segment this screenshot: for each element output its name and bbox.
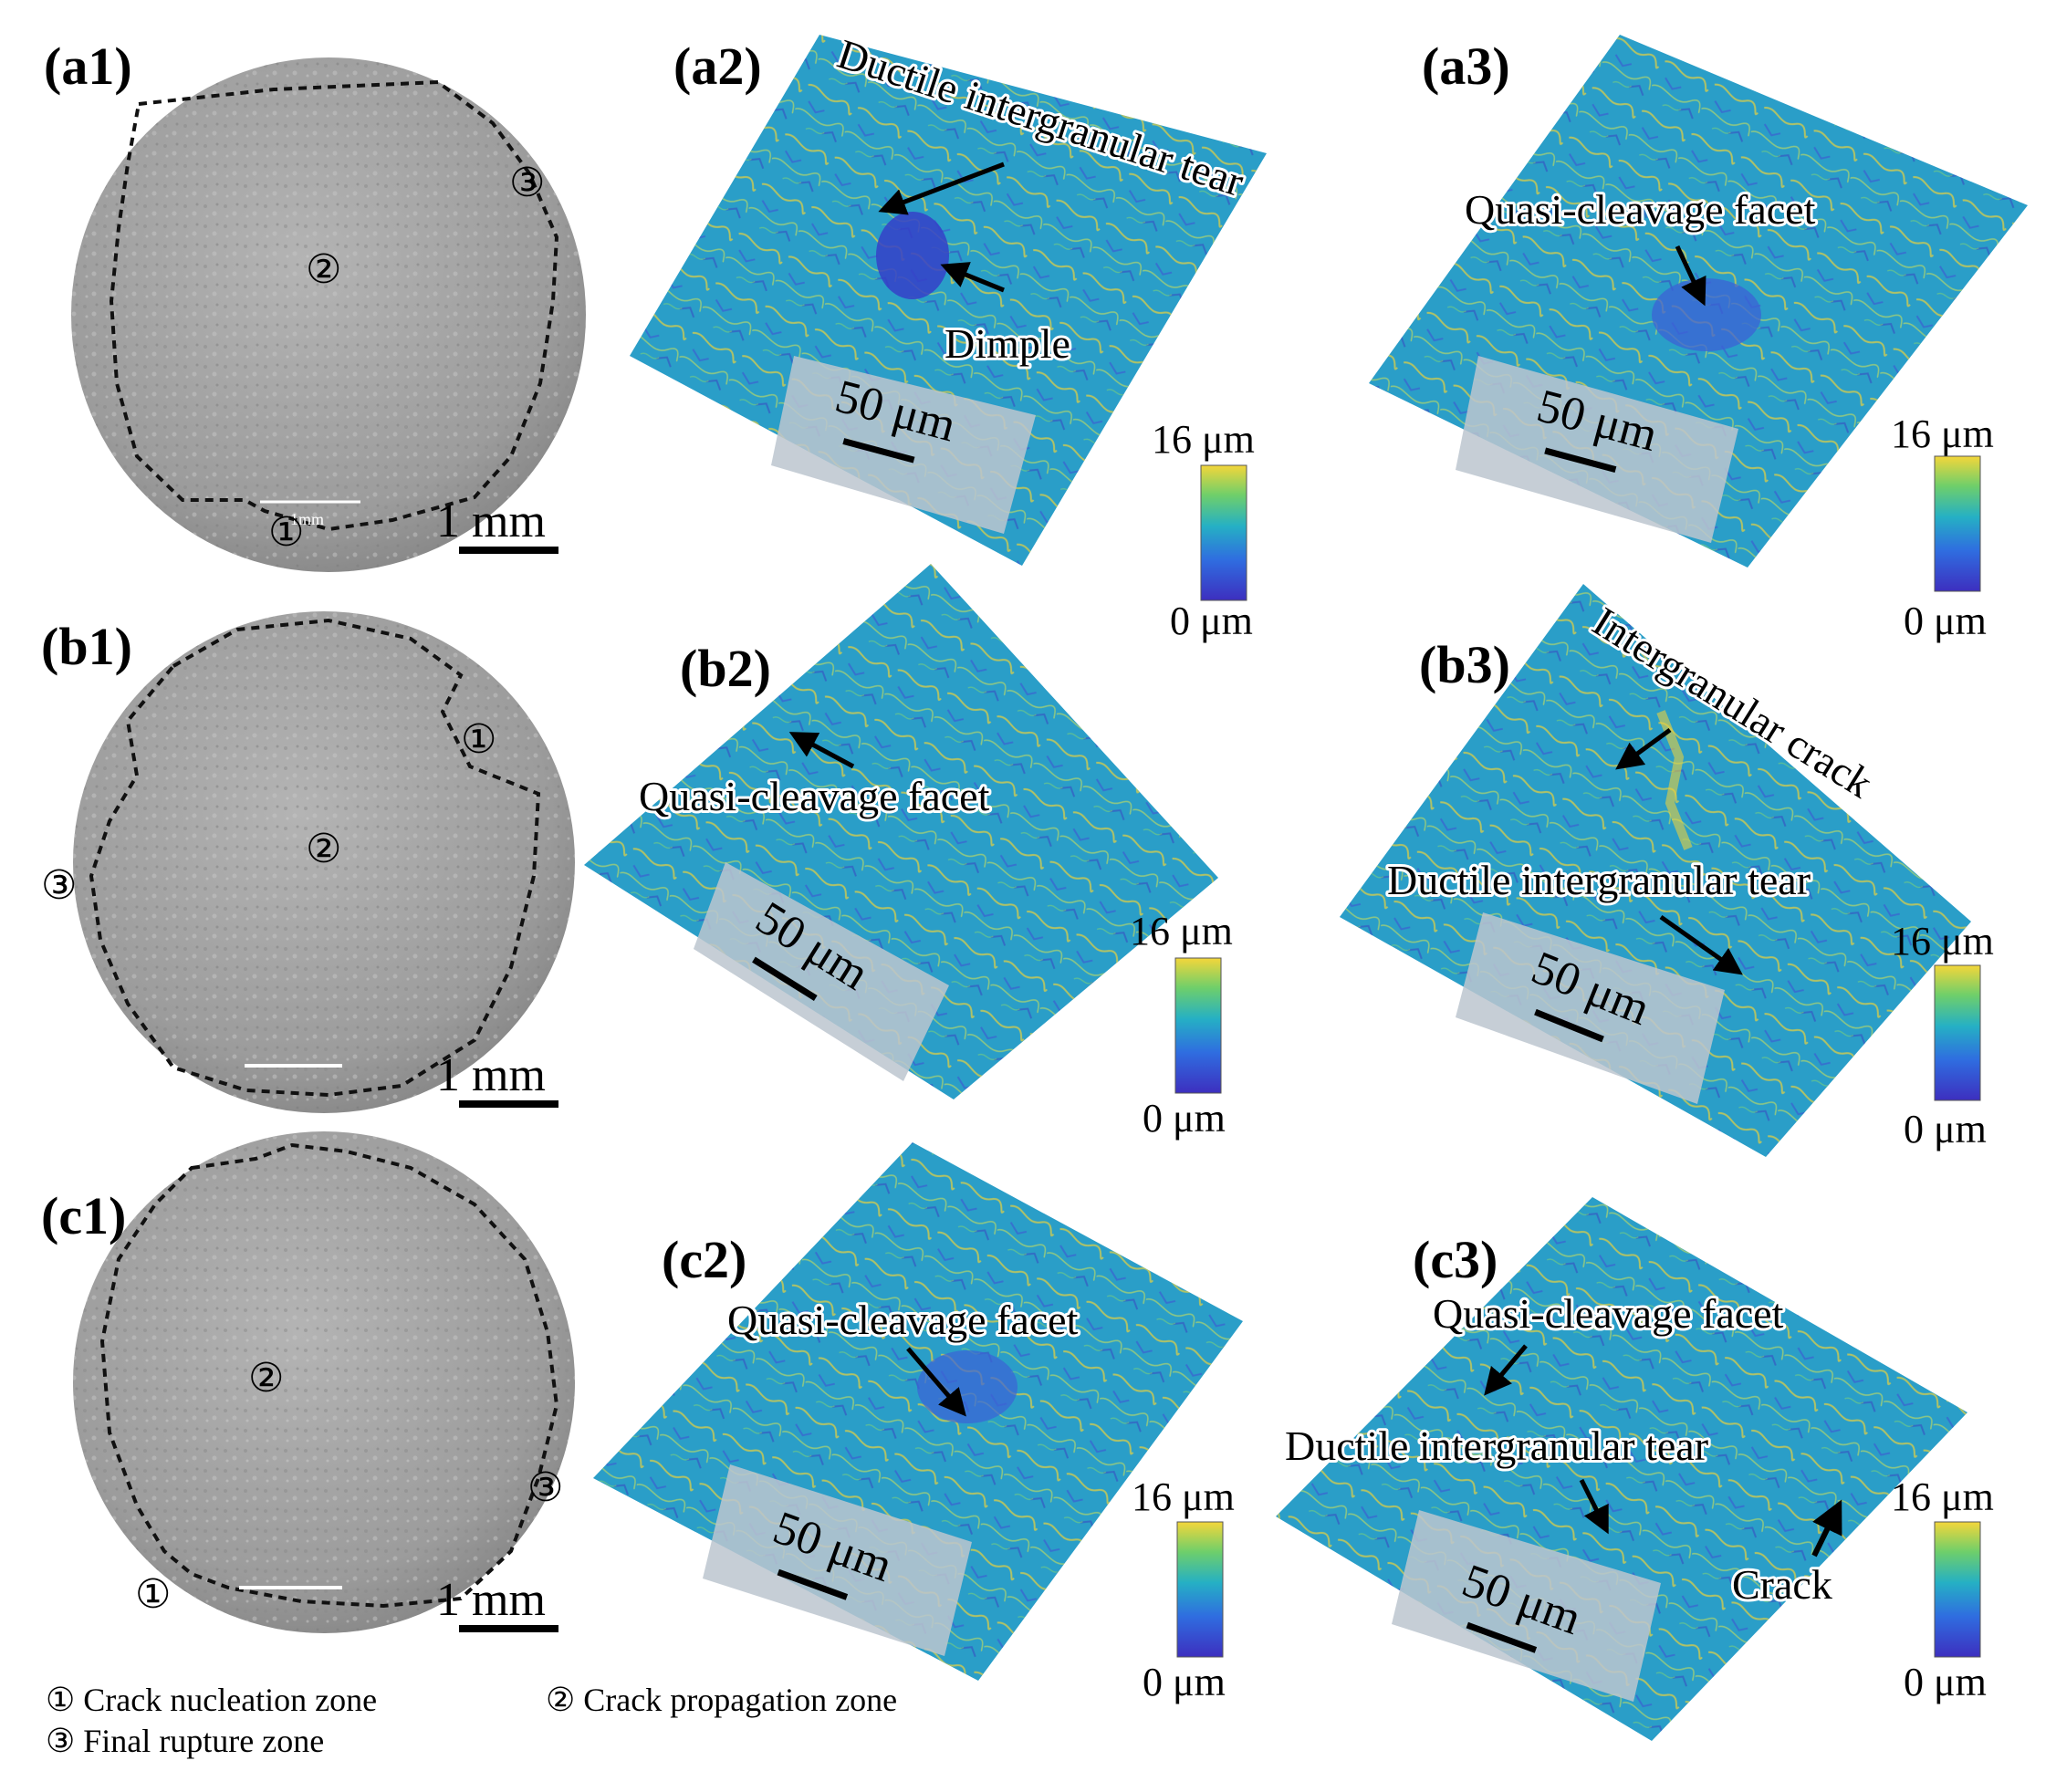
zone-boundary-b1	[89, 618, 541, 1098]
colorbar-a2	[1200, 464, 1247, 601]
annotation-cleavage-c3: Quasi-cleavage facet	[1433, 1290, 1784, 1337]
scale-box-b2	[694, 862, 949, 1081]
panel-c1: (c1) ② ③ ① 1 mm	[41, 1131, 575, 1633]
panel-label-c3: (c3)	[1413, 1230, 1498, 1289]
zone-boundary-c1	[99, 1142, 559, 1609]
colorbar-max-a2: 16 μm	[1152, 417, 1255, 462]
zone1-marker-c1: ①	[135, 1572, 171, 1617]
annotation-cleavage-c2: Quasi-cleavage facet	[727, 1297, 1079, 1343]
cleavage-region-a3	[1652, 278, 1761, 351]
arrow-ductile-tear-b3	[1659, 914, 1743, 975]
arrow-dimple-a2	[940, 262, 1005, 293]
arrow-cleavage-c3	[1484, 1344, 1528, 1396]
arrow-ductile-tear-c3	[1579, 1478, 1609, 1535]
colorbar-min-a2: 0 μm	[1170, 599, 1253, 643]
scale-bar-c2	[777, 1568, 849, 1600]
legend-item-propagation: ② Crack propagation zone	[546, 1682, 897, 1718]
colorbar-a3	[1934, 455, 1981, 592]
panel-label-a1: (a1)	[44, 36, 132, 96]
arrow-intergranular-crack-b3	[1615, 727, 1672, 770]
colorbar-c3	[1934, 1521, 1981, 1658]
panel-label-b1: (b1)	[41, 617, 132, 676]
zone3-marker-b1: ③	[41, 863, 77, 908]
scale-bar-a3	[1544, 447, 1617, 474]
legend-item-nucleation: ① Crack nucleation zone	[46, 1682, 377, 1718]
annotation-cleavage-a3: Quasi-cleavage facet	[1465, 186, 1816, 233]
panel-label-a3: (a3)	[1422, 36, 1510, 96]
scale-bar-b3	[1534, 1008, 1604, 1043]
scale-bar-a2	[842, 438, 915, 464]
zone1-marker-b1: ①	[461, 717, 496, 762]
scale-box-a2	[771, 356, 1036, 534]
scale-box-c2	[703, 1464, 972, 1656]
colorbar-b2	[1174, 957, 1222, 1094]
arrow-crack-c3	[1811, 1499, 1842, 1558]
panel-b2: 50 μm (b2) Quasi-cleavage facet 16 μm 0 …	[584, 564, 1233, 1141]
zone1-marker-a1: ①	[268, 510, 304, 555]
annotation-crack-c3: Crack	[1732, 1561, 1832, 1608]
scale-box-b3	[1456, 912, 1725, 1104]
panel-label-c2: (c2)	[662, 1230, 746, 1289]
inner-scale-label-a1: 1mm	[290, 510, 324, 528]
panel-b3: 50 μm (b3) Intergranular crack Ductile i…	[1340, 584, 1994, 1157]
scale-label-b1: 1 mm	[436, 1049, 546, 1101]
colorbar-max-b3: 16 μm	[1891, 919, 1994, 964]
colorbar-max-b2: 16 μm	[1130, 909, 1233, 953]
dimple-region-a2	[876, 212, 949, 299]
colorbar-b3	[1934, 964, 1981, 1101]
scale-bar-b2	[752, 956, 818, 1001]
colorbar-min-b2: 0 μm	[1143, 1096, 1226, 1141]
panel-label-b3: (b3)	[1419, 635, 1510, 694]
panel-label-a2: (a2)	[673, 36, 762, 96]
colorbar-c2	[1176, 1521, 1224, 1658]
legend-item-final-rupture: ③ Final rupture zone	[46, 1723, 324, 1759]
panel-label-c1: (c1)	[41, 1186, 126, 1245]
zone-boundary-a1	[109, 79, 559, 532]
arrow-cleavage-a3	[1675, 245, 1706, 307]
zone3-marker-a1: ③	[509, 161, 545, 205]
annotation-ductile-tear-b3: Ductile intergranular tear	[1387, 857, 1811, 903]
zone-legend: ① Crack nucleation zone ② Crack propagat…	[46, 1682, 897, 1759]
zone3-marker-c1: ③	[527, 1465, 563, 1510]
zone2-marker-a1: ②	[306, 247, 341, 292]
annotation-cleavage-b2: Quasi-cleavage facet	[639, 773, 990, 819]
annotation-ductile-tear-c3: Ductile intergranular tear	[1285, 1422, 1708, 1469]
colorbar-max-c2: 16 μm	[1132, 1474, 1235, 1519]
panel-b1: (b1) ① ② ③ 1 mm	[41, 611, 575, 1113]
panel-label-b2: (b2)	[680, 639, 771, 698]
zone2-marker-c1: ②	[248, 1356, 284, 1401]
arrow-cleavage-b2	[788, 732, 855, 769]
scale-bar-c3	[1466, 1621, 1538, 1653]
colorbar-min-a3: 0 μm	[1904, 599, 1987, 643]
arrow-cleavage-c2	[906, 1347, 966, 1417]
colorbar-max-a3: 16 μm	[1891, 412, 1994, 456]
panel-a2: 50 μm (a2) Ductile intergranular tear Di…	[630, 27, 1267, 643]
colorbar-min-b3: 0 μm	[1904, 1107, 1987, 1151]
scale-box-a3	[1456, 356, 1738, 543]
zone2-marker-b1: ②	[306, 827, 341, 871]
panel-c3: 50 μm (c3) Quasi-cleavage facet Ductile …	[1276, 1197, 1994, 1741]
scale-box-c3	[1392, 1510, 1661, 1702]
panel-a1: 1mm (a1) ② ③ ① 1 mm	[44, 36, 586, 572]
scale-label-c1: 1 mm	[436, 1574, 546, 1626]
panel-c2: 50 μm (c2) Quasi-cleavage facet 16 μm 0 …	[593, 1142, 1243, 1704]
annotation-dimple-a2: Dimple	[945, 320, 1070, 367]
scale-label-a1: 1 mm	[436, 495, 546, 547]
panel-a3: 50 μm (a3) Quasi-cleavage facet 16 μm 0 …	[1369, 35, 2028, 643]
arrow-ductile-tear-a2	[878, 161, 1005, 215]
colorbar-min-c2: 0 μm	[1143, 1660, 1226, 1704]
colorbar-min-c3: 0 μm	[1904, 1660, 1987, 1704]
colorbar-max-c3: 16 μm	[1891, 1474, 1994, 1519]
